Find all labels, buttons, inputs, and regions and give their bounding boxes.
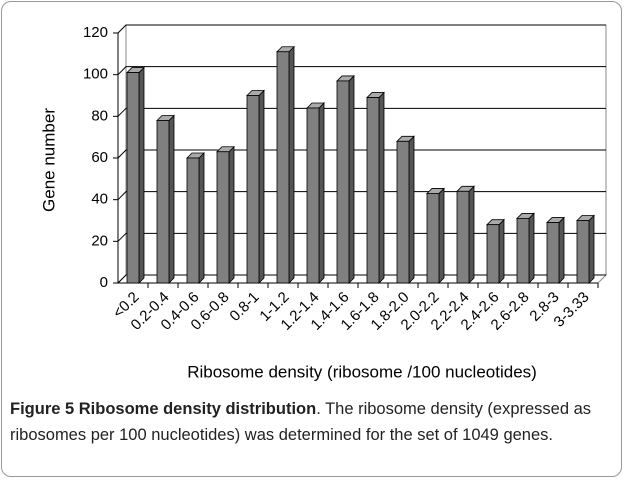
bar-side <box>588 214 595 284</box>
y-tick-label: 0 <box>100 274 108 291</box>
bar-side <box>378 91 385 284</box>
x-axis-label: Ribosome density (ribosome /100 nucleoti… <box>187 362 537 381</box>
bar <box>246 95 260 284</box>
bar <box>516 218 530 284</box>
bar <box>306 107 320 284</box>
y-tick-label: 60 <box>91 149 108 166</box>
y-tick-label: 100 <box>83 66 108 83</box>
grid-line <box>117 232 606 242</box>
grid-line <box>117 149 606 159</box>
bar-side <box>438 187 445 284</box>
bar <box>186 157 200 284</box>
grid-line <box>117 24 606 34</box>
bar <box>456 190 470 284</box>
bar-side <box>498 218 505 284</box>
y-tick-label: 40 <box>91 191 108 208</box>
bar <box>216 151 230 284</box>
grid-line <box>117 191 606 201</box>
y-tick-label: 120 <box>83 24 108 41</box>
bar <box>426 193 440 284</box>
bar <box>546 222 560 284</box>
bar <box>576 220 590 284</box>
bar-side <box>318 102 325 284</box>
bar-side <box>228 145 235 284</box>
chart: Gene number Ribosome density (ribosome /… <box>39 24 608 381</box>
caption: Figure 5 Ribosome density distribution. … <box>10 396 616 448</box>
bar-side <box>258 89 265 284</box>
bar <box>396 140 410 284</box>
bar <box>276 51 290 284</box>
grid-line <box>117 274 606 284</box>
x-tick-label: 0.8-1 <box>226 289 262 325</box>
grid-line <box>117 66 606 76</box>
bar-side <box>558 216 565 284</box>
bar-side <box>288 45 295 284</box>
bar <box>366 97 380 284</box>
y-tick-label: 80 <box>91 107 108 124</box>
caption-label: Figure 5 Ribosome density distribution <box>10 400 317 418</box>
bar <box>126 72 140 284</box>
bar <box>336 80 350 284</box>
bar-side <box>528 212 535 284</box>
y-tick-label: 20 <box>91 232 108 249</box>
bar-side <box>348 74 355 284</box>
bar-side <box>138 66 145 284</box>
grid-line <box>117 107 606 117</box>
bar-side <box>408 135 415 284</box>
bar <box>156 120 170 284</box>
bar-side <box>168 114 175 284</box>
caption-text: . The ribosome density (expressed as rib… <box>10 400 592 444</box>
bar-side <box>198 152 205 284</box>
bar <box>486 224 500 284</box>
bar-side <box>468 185 475 284</box>
y-axis-label: Gene number <box>39 108 58 212</box>
